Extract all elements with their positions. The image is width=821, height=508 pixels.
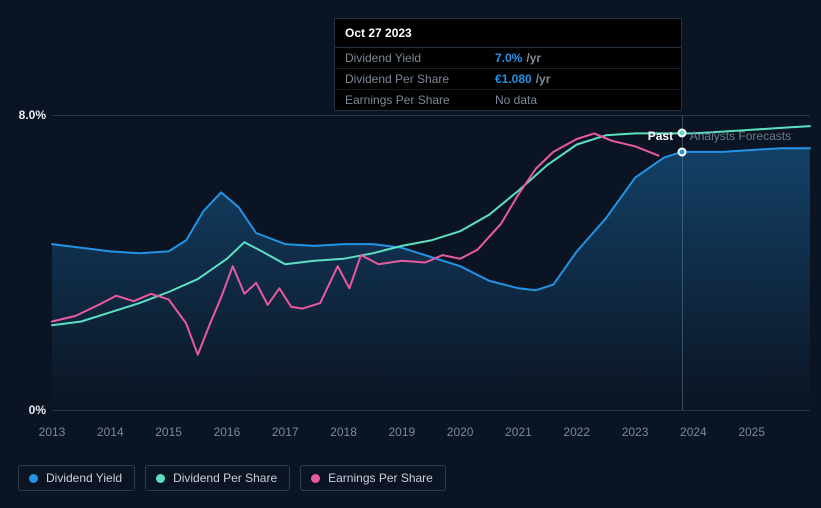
tooltip-date: Oct 27 2023 [335, 19, 681, 48]
x-axis: 2013201420152016201720182019202020212022… [52, 425, 810, 445]
tooltip-row-value: 7.0%/yr [495, 51, 541, 65]
series-marker [677, 147, 686, 156]
chart-legend: Dividend Yield Dividend Per Share Earnings… [18, 465, 446, 491]
legend-dot-icon [311, 474, 320, 483]
gridline [52, 410, 810, 411]
series-marker [677, 129, 686, 138]
x-axis-label: 2024 [680, 425, 707, 439]
tooltip-row: Earnings Per ShareNo data [335, 90, 681, 110]
x-axis-label: 2013 [39, 425, 66, 439]
tooltip-row: Dividend Per Share€1.080/yr [335, 69, 681, 90]
legend-label: Earnings Per Share [328, 471, 433, 485]
y-axis-label: 8.0% [19, 108, 46, 122]
x-axis-label: 2018 [330, 425, 357, 439]
tooltip-row-value: No data [495, 93, 537, 107]
dividend-chart: 0% 8.0% Past Analysts Forecasts 2013 2014 2… [0, 0, 821, 508]
x-axis-label: 2021 [505, 425, 532, 439]
legend-label: Dividend Yield [46, 471, 122, 485]
x-axis-label: 2022 [563, 425, 590, 439]
forecast-label: Analysts Forecasts [690, 129, 791, 143]
x-axis-label: 2014 [97, 425, 124, 439]
y-axis-label: 0% [29, 403, 46, 417]
legend-item[interactable]: Earnings Per Share [300, 465, 446, 491]
x-axis-label: 2025 [738, 425, 765, 439]
x-axis-label: 2023 [622, 425, 649, 439]
tooltip-row-label: Dividend Per Share [345, 72, 495, 86]
tooltip-row-label: Earnings Per Share [345, 93, 495, 107]
x-axis-label: 2020 [447, 425, 474, 439]
legend-label: Dividend Per Share [173, 471, 277, 485]
chart-tooltip: Oct 27 2023 Dividend Yield7.0%/yrDividen… [334, 18, 682, 111]
x-axis-label: 2017 [272, 425, 299, 439]
tooltip-row-value: €1.080/yr [495, 72, 550, 86]
past-label: Past [648, 129, 673, 143]
x-axis-label: 2015 [155, 425, 182, 439]
legend-item[interactable]: Dividend Yield [18, 465, 135, 491]
x-axis-label: 2019 [388, 425, 415, 439]
chart-plot[interactable] [52, 115, 810, 410]
series-area-dividend_yield [52, 148, 810, 410]
legend-item[interactable]: Dividend Per Share [145, 465, 290, 491]
legend-dot-icon [29, 474, 38, 483]
tooltip-row-label: Dividend Yield [345, 51, 495, 65]
tooltip-row: Dividend Yield7.0%/yr [335, 48, 681, 69]
legend-dot-icon [156, 474, 165, 483]
x-axis-label: 2016 [214, 425, 241, 439]
